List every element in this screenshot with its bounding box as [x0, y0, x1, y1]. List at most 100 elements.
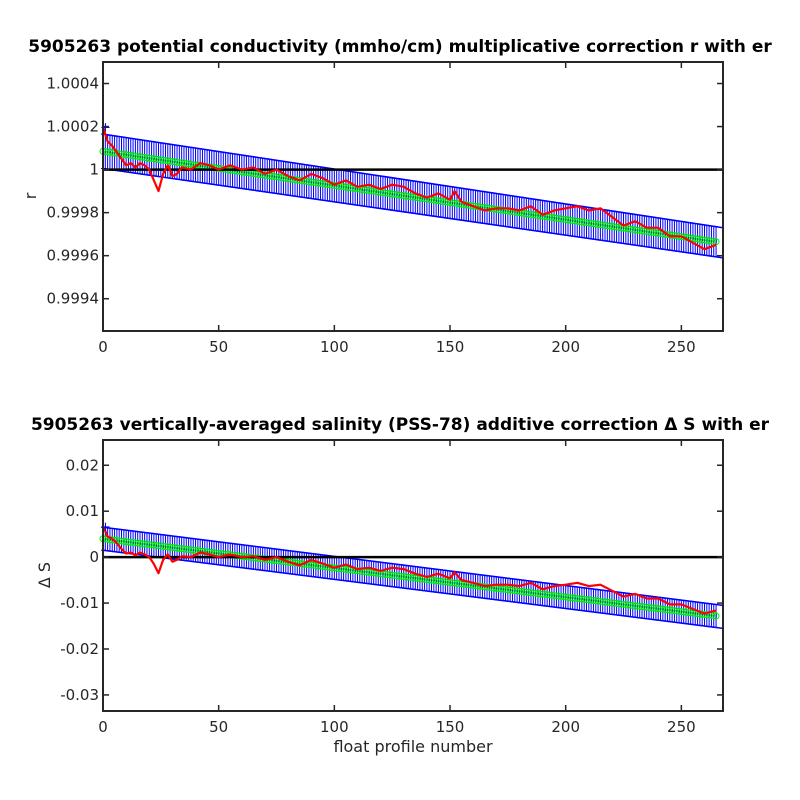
bottom-fit-point [687, 609, 695, 617]
bottom-fit-point [178, 545, 186, 553]
bottom-fit-point [677, 608, 685, 616]
top-fit-point [606, 222, 614, 230]
bottom-fit-point [654, 605, 662, 613]
top-x-tick-label: 200 [551, 338, 580, 356]
top-fit-point [430, 196, 438, 204]
top-fit-point [559, 215, 567, 223]
bottom-y-tick-label: -0.02 [60, 640, 99, 658]
bottom-x-axis: 0 50 100 150 200 250 [98, 440, 696, 736]
bottom-fit-point [620, 600, 628, 608]
top-fit-point [578, 218, 586, 226]
top-error-upper-line [102, 133, 724, 229]
bottom-fit-point [120, 537, 128, 545]
top-chart-marks: + [99, 121, 724, 259]
bottom-fit-point [585, 596, 593, 604]
top-fit-point [647, 228, 655, 236]
bottom-fit-point [518, 587, 526, 595]
top-fit-point [437, 197, 445, 205]
bottom-x-tick-label: 100 [320, 718, 349, 736]
top-fit-point [580, 218, 588, 226]
top-fit-point [148, 154, 156, 162]
bottom-y-tick-label: 0.02 [66, 456, 99, 474]
bottom-fit-point [453, 579, 461, 587]
top-x-tick-label: 100 [320, 338, 349, 356]
top-fit-point [273, 173, 281, 181]
bottom-x-tick-label: 200 [551, 718, 580, 736]
bottom-fit-point [407, 574, 415, 582]
top-fit-point [712, 238, 720, 246]
bottom-fit-point [367, 569, 375, 577]
top-fit-point [400, 192, 408, 200]
bottom-fit-point [668, 606, 676, 614]
top-x-tick-label: 150 [436, 338, 465, 356]
bottom-measured-series-line [101, 525, 717, 615]
bottom-error-upper-line [102, 526, 724, 607]
top-fit-point [631, 226, 639, 234]
bottom-fit-point [633, 602, 641, 610]
bottom-fit-point [307, 561, 315, 569]
top-fit-point [694, 235, 702, 243]
bottom-fit-point [111, 536, 119, 544]
bottom-fit-point [640, 603, 648, 611]
bottom-fit-point [444, 578, 452, 586]
bottom-fit-point [344, 566, 352, 574]
bottom-fit-point [532, 589, 540, 597]
bottom-fit-point [631, 602, 639, 610]
bottom-fit-point [201, 548, 209, 556]
top-fit-point [388, 190, 396, 198]
top-x-axis: 0 50 100 150 200 250 [98, 62, 696, 356]
top-fit-point [633, 226, 641, 234]
bottom-fit-point [536, 590, 544, 598]
bottom-fit-point [381, 570, 389, 578]
bottom-fit-point [712, 612, 720, 620]
bottom-fit-point [446, 578, 454, 586]
bottom-fit-point [670, 607, 678, 615]
top-y-tick-label: 0.9998 [47, 204, 100, 222]
top-fit-point [587, 219, 595, 227]
top-fit-point [624, 225, 632, 233]
top-fit-point [532, 211, 540, 219]
top-error-lower-line [102, 167, 724, 259]
top-x-tick-label: 250 [667, 338, 696, 356]
top-fit-point [397, 191, 405, 199]
top-fit-point [529, 211, 537, 219]
bottom-fit-point [386, 571, 394, 579]
bottom-fit-point [703, 611, 711, 619]
top-fit-point [124, 151, 132, 159]
bottom-start-marker: + [100, 520, 111, 535]
top-fit-point [150, 155, 158, 163]
bottom-fit-point [145, 541, 153, 549]
bottom-fit-point [515, 587, 523, 595]
bottom-fit-point [675, 607, 683, 615]
top-fit-point [143, 154, 151, 162]
top-fit-point [113, 149, 121, 157]
bottom-fit-point [571, 594, 579, 602]
top-fit-point [168, 158, 176, 166]
bottom-fit-point [409, 574, 417, 582]
bottom-fit-point [180, 545, 188, 553]
top-fit-point [703, 236, 711, 244]
bottom-fit-point [564, 593, 572, 601]
bottom-fit-point [148, 541, 156, 549]
bottom-fit-point [353, 567, 361, 575]
top-fit-point [145, 154, 153, 162]
bottom-fit-point [393, 572, 401, 580]
bottom-fit-point [666, 606, 674, 614]
top-y-axis: 0.9994 0.9996 0.9998 1 1.0002 1.0004 [47, 75, 723, 308]
bottom-fit-point [629, 601, 637, 609]
bottom-fit-point [182, 545, 190, 553]
bottom-fit-point [525, 588, 533, 596]
top-fit-point [277, 174, 285, 182]
bottom-chart-title: 5905263 vertically-averaged salinity (PS… [31, 415, 770, 435]
bottom-fit-point [428, 576, 436, 584]
top-fit-point [275, 173, 283, 181]
bottom-fit-point [511, 587, 519, 595]
bottom-fit-point [529, 589, 537, 597]
top-fit-point [404, 192, 412, 200]
bottom-fit-point [185, 546, 193, 554]
bottom-fit-point [594, 597, 602, 605]
bottom-fit-point [161, 543, 169, 551]
top-fit-point [594, 220, 602, 228]
top-fit-point [455, 200, 463, 208]
